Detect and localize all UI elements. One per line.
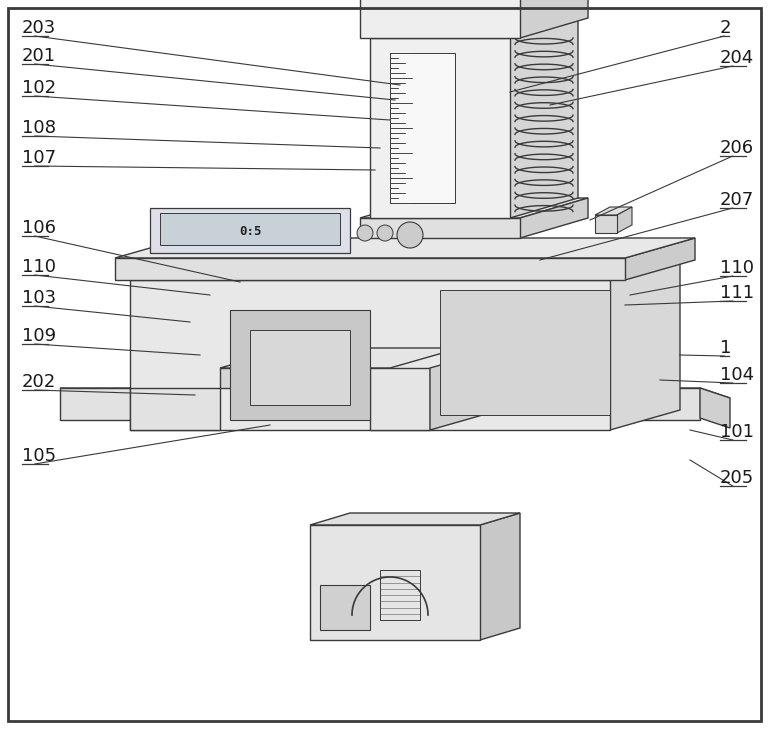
Text: 105: 105: [22, 447, 56, 465]
Polygon shape: [220, 348, 460, 368]
Polygon shape: [610, 260, 680, 430]
Polygon shape: [520, 0, 588, 38]
Polygon shape: [130, 280, 610, 430]
Text: 206: 206: [720, 139, 754, 157]
Polygon shape: [360, 218, 520, 238]
Polygon shape: [370, 38, 510, 218]
Text: 201: 201: [22, 47, 56, 65]
Polygon shape: [595, 207, 632, 215]
Polygon shape: [360, 0, 520, 38]
Polygon shape: [595, 215, 617, 233]
Circle shape: [377, 225, 393, 241]
Polygon shape: [130, 388, 220, 430]
Polygon shape: [150, 208, 350, 253]
Polygon shape: [480, 513, 520, 640]
Text: 2: 2: [720, 19, 731, 37]
Polygon shape: [310, 525, 480, 640]
Polygon shape: [220, 368, 390, 388]
Polygon shape: [130, 260, 680, 280]
Polygon shape: [520, 198, 588, 238]
Text: 104: 104: [720, 366, 754, 384]
Text: 109: 109: [22, 327, 56, 345]
Text: 202: 202: [22, 373, 56, 391]
Text: 110: 110: [720, 259, 754, 277]
Polygon shape: [60, 388, 730, 398]
Polygon shape: [430, 348, 500, 430]
Text: 107: 107: [22, 149, 56, 167]
Polygon shape: [160, 213, 340, 245]
Text: 1: 1: [720, 339, 731, 357]
Polygon shape: [115, 238, 695, 258]
Text: 101: 101: [720, 423, 754, 441]
Polygon shape: [440, 290, 610, 415]
Text: 0:5: 0:5: [238, 225, 261, 238]
Polygon shape: [115, 258, 625, 280]
Polygon shape: [700, 388, 730, 428]
Polygon shape: [250, 330, 350, 405]
Polygon shape: [60, 388, 700, 420]
Text: 110: 110: [22, 258, 56, 276]
Polygon shape: [320, 585, 370, 630]
Text: 204: 204: [720, 49, 754, 67]
Text: 103: 103: [22, 289, 56, 307]
Text: 203: 203: [22, 19, 56, 37]
Polygon shape: [510, 18, 578, 218]
Polygon shape: [625, 238, 695, 280]
Text: 205: 205: [720, 469, 754, 487]
Polygon shape: [617, 207, 632, 233]
Polygon shape: [370, 368, 430, 430]
Polygon shape: [360, 198, 588, 218]
Polygon shape: [390, 53, 455, 203]
Polygon shape: [370, 18, 578, 38]
Polygon shape: [230, 310, 370, 420]
Circle shape: [357, 225, 373, 241]
Text: 108: 108: [22, 119, 56, 137]
Text: 102: 102: [22, 79, 56, 97]
Text: 106: 106: [22, 219, 56, 237]
Text: 207: 207: [720, 191, 754, 209]
Circle shape: [397, 222, 423, 248]
Text: 111: 111: [720, 284, 754, 302]
Polygon shape: [310, 513, 520, 525]
